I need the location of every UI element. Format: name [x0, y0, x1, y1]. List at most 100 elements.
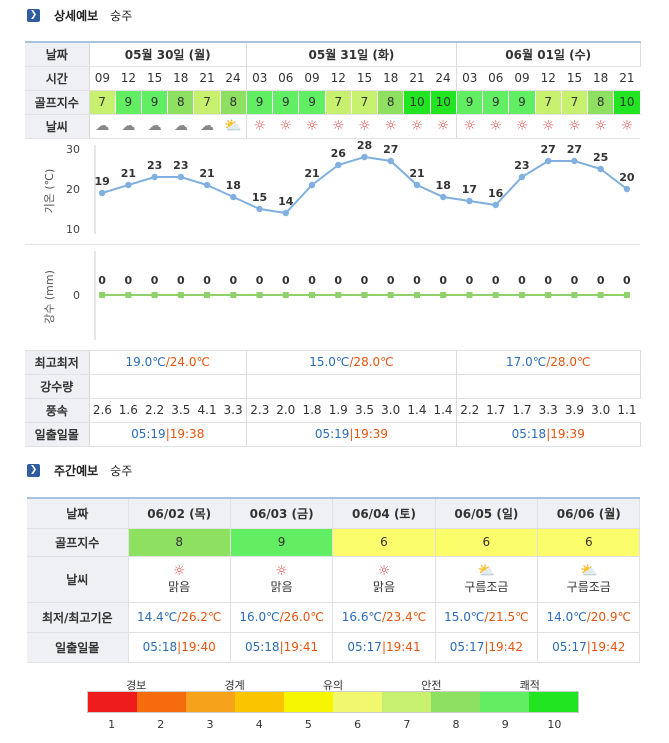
precip-cell — [456, 374, 641, 399]
legend-color-swatch — [480, 692, 529, 712]
weather-desc: 구름조금 — [464, 579, 509, 594]
legend-color-swatch — [137, 692, 186, 712]
min-temp: 17.0℃ — [506, 355, 547, 369]
weather-cell: ☼ — [508, 114, 536, 139]
golf-index-cell: 8 — [587, 90, 615, 115]
time-cell: 18 — [587, 66, 614, 91]
sun-icon: ☼ — [253, 118, 267, 134]
weekly-date-row: 날짜 06/02 (목) 06/03 (금) 06/04 (토) 06/05 (일) 06… — [27, 498, 641, 529]
date-header: 05월 31일 (화) — [246, 42, 457, 67]
sun-cell: 05:18|19:39 — [456, 422, 641, 447]
temp-data-label: 18 — [226, 179, 241, 192]
weekly-weather-cell: ⛅ 구름조금 — [435, 556, 539, 603]
time-cell: 21 — [403, 66, 431, 91]
golf-index-cell: 9 — [298, 90, 326, 115]
golf-index-cell: 9 — [272, 90, 300, 115]
min-temp: 16.6℃ — [341, 610, 382, 624]
temperature-chart: 기온 (℃) 10 20 30 19 21 23 23 21 18 15 14 21 26 28 27 21 18… — [43, 139, 635, 236]
rain-data-label: 0 — [308, 274, 316, 287]
wind-cell: 3.3 — [535, 398, 562, 423]
partly-cloudy-icon: ☁ — [147, 118, 162, 134]
rain-point — [518, 291, 525, 298]
weather-cell: ☁ — [193, 114, 221, 139]
sunrise: 05:18 — [142, 640, 178, 654]
sunrise: 05:18 — [511, 427, 547, 441]
temp-point — [571, 157, 578, 164]
weather-cell: ☼ — [246, 114, 273, 139]
rain-data-label: 0 — [98, 274, 106, 287]
partly-cloudy-icon: ☁ — [121, 118, 136, 134]
rain-axis-label: 강수 (mm) — [43, 270, 56, 324]
sun-icon: ☼ — [331, 118, 345, 134]
weather-cell: ☼ — [613, 114, 641, 139]
min-temp: 14.4℃ — [136, 610, 178, 624]
date-header: 05월 30일 (월) — [89, 42, 247, 67]
rain-point — [413, 291, 420, 298]
sunset: |19:42 — [484, 640, 523, 654]
weekly-weather-row: 날씨 ☼ 맑음 ☼ 맑음 ☼ 맑음 ⛅ 구름조금 ⛅ 구름조금 — [27, 556, 641, 603]
time-row: 시간 09 12 15 18 21 24 03 06 09 12 15 18 21 24 03 06 09 12 15… — [25, 66, 641, 91]
temp-point — [230, 193, 237, 200]
wind-cell: 3.5 — [167, 398, 194, 423]
wind-cell: 4.1 — [193, 398, 221, 423]
sun-icon: ☼ — [305, 118, 319, 134]
wind-cell: 1.7 — [482, 398, 509, 423]
wind-cell: 1.6 — [115, 398, 142, 423]
legend-number: 3 — [206, 718, 214, 731]
temp-tick-label: 10 — [66, 223, 80, 236]
rain-point — [282, 291, 289, 298]
sunrise: 05:19 — [131, 427, 166, 441]
temp-data-label: 23 — [147, 159, 162, 172]
weather-desc: 구름조금 — [566, 579, 611, 594]
wind-cell: 2.2 — [141, 398, 168, 423]
min-temp: 15.0℃ — [309, 355, 350, 369]
rain-point — [466, 291, 473, 298]
legend-level-label: 안전 — [421, 679, 442, 692]
temp-data-label: 25 — [593, 151, 608, 164]
max-temp: /28.0℃ — [349, 355, 394, 369]
partly-cloudy-icon: ☁ — [200, 118, 215, 134]
time-cell: 15 — [351, 66, 378, 91]
weather-cell: ☁ — [167, 114, 194, 139]
rain-point — [151, 291, 158, 298]
temp-data-label: 16 — [488, 187, 504, 200]
golf-index-cell: 7 — [351, 90, 379, 115]
time-cell: 24 — [220, 66, 247, 91]
sun-icon: ☼ — [358, 118, 371, 134]
detail-forecast-table: 날짜 05월 30일 (월) 05월 31일 (화) 06월 01일 (수) 시간 09 1… — [25, 41, 641, 447]
sun-cloud-icon: ⛅ — [580, 562, 598, 579]
sunrise: 05:17 — [347, 640, 382, 654]
wind-cell: 1.7 — [508, 398, 536, 423]
weather-cell: ☼ — [587, 114, 614, 139]
weather-cell: ☁ — [141, 114, 168, 139]
temp-data-label: 19 — [94, 175, 109, 188]
rain-point — [492, 291, 499, 298]
time-cell: 24 — [430, 66, 457, 91]
rain-data-label: 0 — [492, 274, 500, 287]
rain-data-label: 0 — [387, 274, 395, 287]
minmax-cell: 15.0℃/28.0℃ — [246, 350, 457, 375]
weekly-date-header: 06/02 (목) — [128, 498, 231, 529]
temp-data-label: 27 — [567, 143, 582, 156]
weather-desc: 맑음 — [168, 579, 191, 594]
sunset: |19:39 — [546, 427, 585, 441]
rain-data-label: 0 — [177, 274, 185, 287]
temp-point — [544, 157, 552, 164]
rain-data-label: 0 — [413, 274, 421, 287]
temp-point — [466, 197, 473, 204]
weekly-golf-cell: 6 — [537, 528, 641, 557]
sun-icon: ☼ — [620, 118, 634, 134]
weekly-golf-cell: 6 — [332, 528, 436, 557]
weather-cell: ☼ — [430, 114, 457, 139]
sunrise: 05:19 — [314, 427, 350, 441]
temp-point — [492, 201, 499, 208]
wind-cell: 2.3 — [246, 398, 273, 423]
time-cell: 12 — [325, 66, 352, 91]
legend-number: 7 — [403, 718, 411, 731]
weekly-weather-cell: ☼ 맑음 — [332, 556, 436, 603]
temp-point — [203, 181, 211, 188]
weekly-forecast-table: 날짜 06/02 (목) 06/03 (금) 06/04 (토) 06/05 (일) 06… — [27, 497, 641, 663]
weekly-weather-label: 날씨 — [27, 556, 129, 603]
weekly-golf-cell: 8 — [128, 528, 231, 557]
max-temp: /20.9℃ — [586, 610, 631, 624]
